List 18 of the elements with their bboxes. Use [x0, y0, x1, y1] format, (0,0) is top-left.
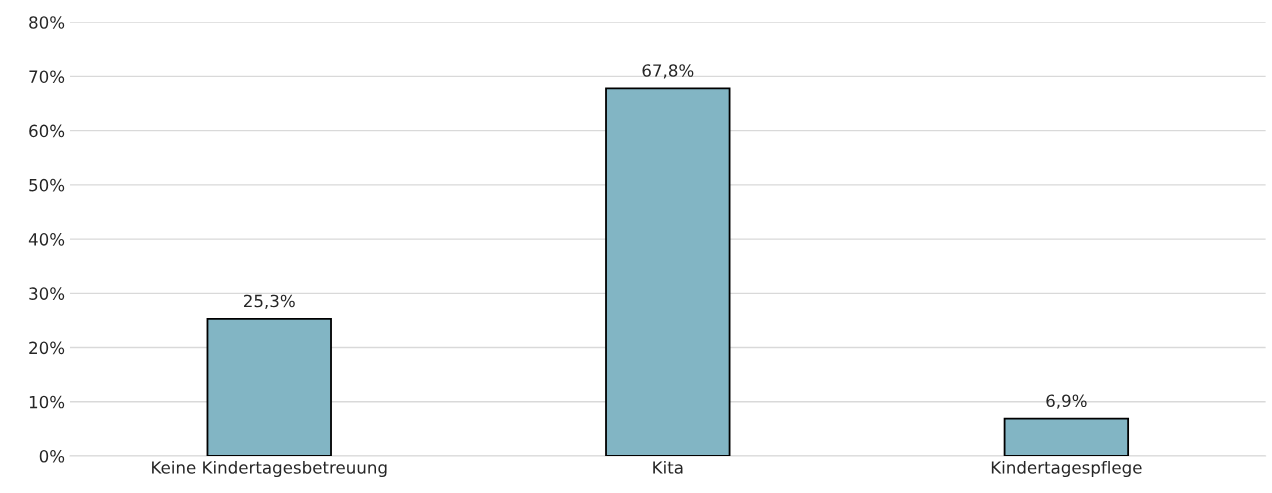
- data-label: 25,3%: [243, 294, 295, 309]
- bar: [206, 317, 332, 457]
- data-label: 67,8%: [642, 64, 694, 79]
- y-tick-label: 60%: [29, 124, 65, 138]
- y-tick-label: 70%: [29, 70, 65, 83]
- bar: [605, 87, 731, 457]
- y-tick-label: 20%: [29, 341, 65, 355]
- y-tick-label: 30%: [29, 287, 65, 300]
- x-tick-label: Kindertagespflege: [991, 460, 1142, 478]
- data-label: 6,9%: [1046, 394, 1087, 409]
- y-tick-label: 0%: [39, 449, 65, 463]
- bar: [1003, 417, 1130, 457]
- y-tick-label: 40%: [28, 233, 65, 246]
- x-tick-label: Keine Kindertagesbetreuung: [152, 460, 387, 478]
- y-tick-label: 10%: [29, 395, 65, 409]
- y-tick-label: 50%: [29, 178, 65, 192]
- x-tick-label: Kita: [653, 460, 683, 474]
- y-tick-label: 80%: [29, 16, 65, 29]
